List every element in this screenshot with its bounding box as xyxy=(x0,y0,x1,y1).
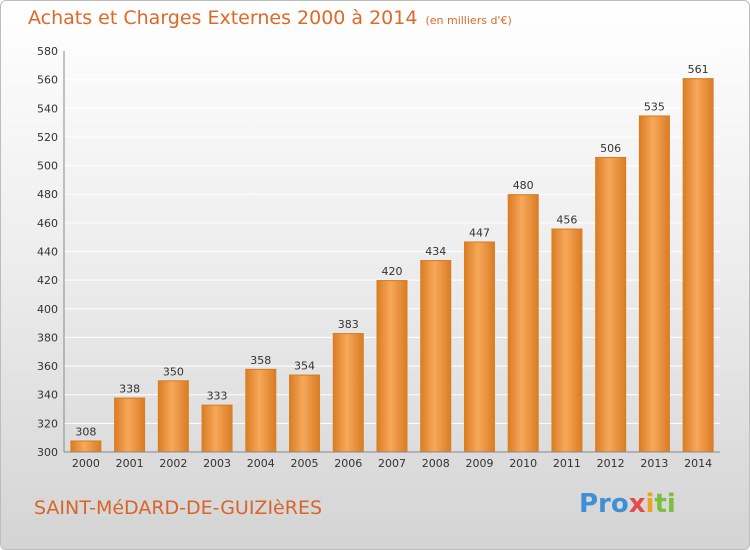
chart-title: Achats et Charges Externes 2000 à 2014 (e… xyxy=(28,7,512,29)
y-tick-label: 420 xyxy=(37,274,58,287)
bar[interactable] xyxy=(245,368,277,452)
y-tick-label: 440 xyxy=(37,246,58,259)
bar-value-label: 308 xyxy=(75,426,96,439)
bar[interactable] xyxy=(551,228,583,452)
logo-part-4: ti xyxy=(654,489,676,519)
x-tick-label: 2012 xyxy=(597,457,625,470)
y-tick-label: 460 xyxy=(37,217,58,230)
y-tick-label: 520 xyxy=(37,131,58,144)
bar-value-label: 434 xyxy=(425,245,446,258)
y-tick-label: 500 xyxy=(37,160,58,173)
location-name: SAINT-MéDARD-DE-GUIZIèRES xyxy=(34,497,323,519)
x-tick-label: 2004 xyxy=(247,457,275,470)
x-tick-label: 2009 xyxy=(465,457,493,470)
bar-value-label: 333 xyxy=(207,390,228,403)
x-tick-label: 2001 xyxy=(116,457,144,470)
x-tick-label: 2005 xyxy=(291,457,319,470)
bar[interactable] xyxy=(682,78,714,452)
logo-part-1: Pro xyxy=(579,489,629,519)
bar-value-label: 358 xyxy=(250,354,271,367)
y-tick-label: 580 xyxy=(37,45,58,58)
y-tick-label: 360 xyxy=(37,360,58,373)
bars: 308 338 350 333 358 354 383 420 434 447 480 456 506 5… xyxy=(70,63,714,453)
chart-subtitle: (en milliers d'€) xyxy=(425,14,512,27)
x-tick-label: 2002 xyxy=(159,457,187,470)
x-tick-label: 2013 xyxy=(640,457,668,470)
x-tick-label: 2010 xyxy=(509,457,537,470)
y-tick-label: 300 xyxy=(37,446,58,459)
chart-title-text: Achats et Charges Externes 2000 à 2014 xyxy=(28,7,418,29)
bar[interactable] xyxy=(201,404,233,452)
bar[interactable] xyxy=(70,440,102,452)
bar[interactable] xyxy=(463,241,495,452)
bar-value-label: 383 xyxy=(338,318,359,331)
x-tick-label: 2003 xyxy=(203,457,231,470)
y-tick-label: 320 xyxy=(37,417,58,430)
bar-value-label: 561 xyxy=(688,63,709,76)
bar[interactable] xyxy=(332,333,364,452)
x-tick-label: 2006 xyxy=(334,457,362,470)
bar[interactable] xyxy=(595,156,627,452)
axes: 300 320 340 360 380 400 420 440 460 480 500 520 540 5… xyxy=(37,45,720,470)
y-tick-label: 380 xyxy=(37,331,58,344)
bar[interactable] xyxy=(420,260,452,452)
y-tick-label: 480 xyxy=(37,188,58,201)
bar-value-label: 420 xyxy=(382,265,403,278)
y-tick-label: 540 xyxy=(37,102,58,115)
x-tick-label: 2007 xyxy=(378,457,406,470)
bar[interactable] xyxy=(507,194,539,452)
bar[interactable] xyxy=(638,115,670,453)
bar-value-label: 338 xyxy=(119,383,140,396)
x-tick-label: 2014 xyxy=(684,457,712,470)
bar[interactable] xyxy=(289,374,321,452)
logo-part-3: i xyxy=(645,489,655,519)
bar[interactable] xyxy=(114,397,146,452)
y-tick-label: 400 xyxy=(37,303,58,316)
bar-value-label: 350 xyxy=(163,365,184,378)
y-tick-label: 340 xyxy=(37,389,58,402)
bar[interactable] xyxy=(157,380,189,452)
bar-value-label: 480 xyxy=(513,179,534,192)
x-tick-label: 2008 xyxy=(422,457,450,470)
bar-value-label: 456 xyxy=(556,214,577,227)
bar-value-label: 535 xyxy=(644,100,665,113)
bar-value-label: 354 xyxy=(294,360,315,373)
bar-value-label: 447 xyxy=(469,226,490,239)
proxiti-logo[interactable]: Proxiti xyxy=(579,489,676,519)
x-tick-label: 2011 xyxy=(553,457,581,470)
bar[interactable] xyxy=(376,280,408,452)
y-tick-label: 560 xyxy=(37,74,58,87)
bar-value-label: 506 xyxy=(600,142,621,155)
x-tick-label: 2000 xyxy=(72,457,100,470)
logo-part-2: x xyxy=(628,489,646,519)
